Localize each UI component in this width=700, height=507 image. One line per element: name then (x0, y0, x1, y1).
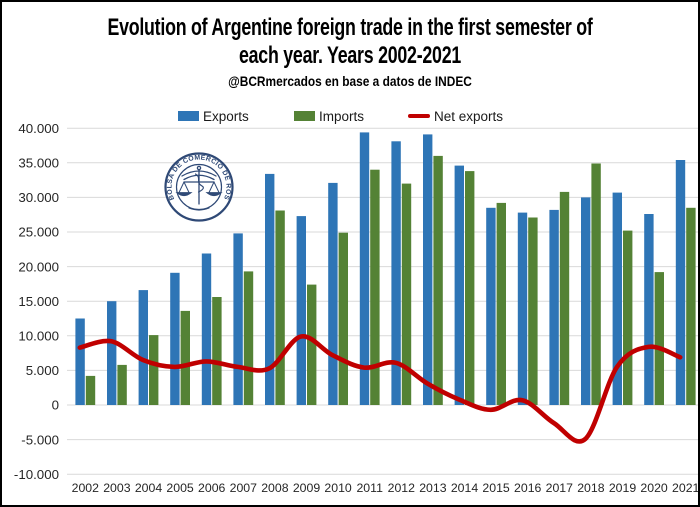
x-tick-label: 2010 (324, 481, 352, 495)
bar-exports-2007 (233, 233, 243, 405)
x-tick-label: 2015 (482, 481, 510, 495)
bar-imports-2011 (370, 169, 380, 405)
y-tick-label: 10.000 (18, 329, 59, 344)
bar-imports-2015 (496, 202, 506, 405)
bar-imports-2009 (307, 284, 317, 405)
bcr-logo: BOLSA DE COMERCIO DE ROSARIO (2, 2, 234, 222)
x-tick-label: 2011 (356, 481, 383, 495)
bar-exports-2014 (454, 165, 464, 405)
bar-exports-2006 (201, 253, 212, 405)
x-tick-label: 2007 (230, 481, 258, 495)
bars (75, 132, 696, 406)
bar-imports-2020 (654, 272, 664, 405)
chart-subtitle: @BCRmercados en base a datos de INDEC (228, 73, 472, 89)
bar-imports-2012 (401, 183, 412, 405)
y-tick-label: -10.000 (14, 467, 59, 482)
bar-imports-2003 (117, 364, 127, 405)
bar-exports-2015 (486, 207, 496, 405)
net-exports-line-swatch-icon (408, 114, 430, 118)
bar-exports-2012 (391, 141, 401, 406)
x-tick-label: 2020 (640, 481, 668, 495)
y-tick-label: 0 (52, 398, 59, 413)
x-tick-label: 2016 (514, 481, 542, 495)
x-tick-label: 2004 (135, 481, 163, 495)
y-tick-label: 5.000 (26, 363, 59, 378)
bar-imports-2007 (243, 271, 254, 405)
y-tick-label: -5.000 (21, 432, 59, 447)
bar-imports-2018 (591, 163, 601, 405)
bar-exports-2002 (75, 318, 85, 405)
x-tick-label: 2018 (577, 481, 605, 495)
legend-label-net-exports: Net exports (434, 108, 504, 124)
x-tick-label: 2002 (72, 481, 100, 495)
bar-exports-2005 (170, 272, 180, 405)
y-tick-label: 20.000 (18, 259, 59, 274)
x-tick-label: 2006 (198, 481, 226, 495)
x-tick-label: 2017 (546, 481, 574, 495)
legend-item-net-exports: Net exports (408, 106, 503, 126)
y-axis-labels: 40.000 35.000 30.000 25.000 20.000 15.000 10.0… (14, 121, 59, 482)
imports-swatch-icon (294, 111, 315, 121)
bar-imports-2005 (180, 310, 190, 405)
bar-imports-2006 (212, 297, 222, 405)
bar-exports-2003 (107, 301, 117, 405)
bar-exports-2020 (644, 214, 654, 405)
bar-exports-2009 (296, 216, 306, 405)
bar-imports-2002 (85, 375, 96, 405)
bar-exports-2004 (138, 290, 148, 405)
bar-exports-2011 (359, 132, 370, 405)
x-tick-label: 2021 (672, 481, 700, 495)
x-tick-label: 2012 (388, 481, 416, 495)
bar-exports-2021 (675, 160, 686, 405)
gridlines (67, 127, 698, 475)
x-tick-label: 2013 (419, 481, 447, 495)
bar-imports-2008 (275, 210, 285, 405)
bar-exports-2017 (549, 209, 559, 405)
bar-imports-2021 (686, 207, 696, 405)
x-tick-label: 2005 (166, 481, 194, 495)
legend-item-imports: Imports (294, 106, 364, 126)
y-tick-label: 15.000 (18, 294, 59, 309)
exports-swatch-icon (178, 111, 199, 121)
bar-imports-2004 (149, 335, 159, 405)
chart-title-line1: Evolution of Argentine foreign trade in … (107, 14, 593, 41)
legend-label-imports: Imports (319, 108, 365, 124)
y-tick-label: 25.000 (18, 225, 59, 240)
x-tick-label: 2009 (293, 481, 321, 495)
bar-exports-2016 (517, 212, 528, 405)
x-tick-label: 2019 (609, 481, 637, 495)
chart-title: Evolution of Argentine foreign trade in … (2, 14, 698, 90)
bar-exports-2010 (328, 182, 338, 405)
bar-exports-2008 (265, 173, 275, 405)
bar-imports-2019 (623, 230, 633, 405)
x-tick-label: 2008 (261, 481, 289, 495)
bar-imports-2014 (465, 171, 475, 405)
bar-exports-2018 (581, 197, 591, 405)
scales-caduceus-icon (175, 165, 223, 211)
legend: Exports Imports Net exports (2, 106, 698, 126)
bar-exports-2019 (612, 192, 622, 405)
x-axis-labels: 2002 2003 2004 2005 2006 2007 2008 2009 2010 2011… (72, 481, 700, 495)
legend-item-exports: Exports (178, 106, 249, 126)
bar-exports-2013 (423, 134, 433, 405)
y-tick-label: 30.000 (18, 190, 59, 205)
bar-imports-2013 (433, 155, 443, 405)
legend-label-exports: Exports (203, 108, 249, 124)
bar-imports-2017 (559, 191, 570, 405)
chart-title-line2: each year. Years 2002-2021 (238, 42, 462, 69)
bar-imports-2010 (338, 232, 348, 405)
y-tick-label: 35.000 (18, 156, 59, 171)
bar-imports-2016 (528, 217, 538, 405)
x-tick-label: 2003 (103, 481, 131, 495)
y-tick-label: 40.000 (18, 121, 59, 136)
x-tick-label: 2014 (451, 481, 479, 495)
net-exports-line (77, 334, 683, 444)
